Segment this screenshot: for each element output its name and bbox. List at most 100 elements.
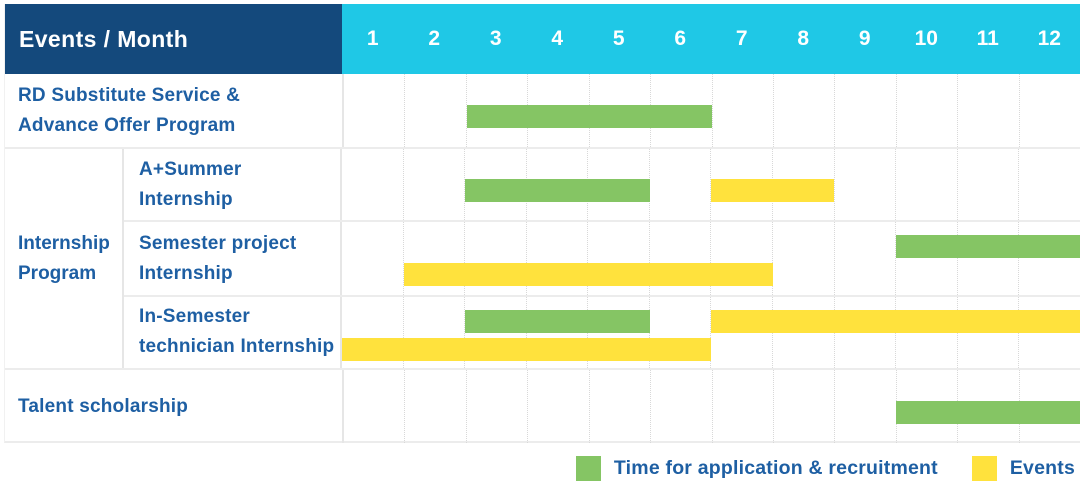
label-line: technician Internship [139,336,335,358]
row-timeline [342,370,1080,443]
header-title-cell: Events / Month [5,4,342,74]
month-cell [465,370,527,443]
gantt-bar-green-m10-m12 [895,235,1080,259]
month-cell [1018,222,1080,295]
month-cell [834,370,895,443]
month-header-strip: 1 2 3 4 5 6 7 8 9 10 11 12 [342,4,1080,74]
row-label: In-Semester technician Internship [124,297,340,368]
row-label: A+Summer Internship [124,149,340,220]
event-row: A+Summer Internship [124,149,1080,221]
label-line: Internship [139,262,233,284]
legend-item-green: Time for application & recruitment [575,456,938,481]
month-cell [710,296,772,369]
gantt-bar-green-m3-m5 [465,178,650,202]
label-line: In-Semester [139,306,250,328]
month-cell [1018,74,1080,147]
month-cell [344,74,404,147]
month-cell [402,222,465,295]
month-header-12: 12 [1037,27,1061,50]
month-cell [465,74,527,147]
gantt-bar-yellow-m7-m8 [711,178,834,202]
legend-item-yellow: Events [971,456,1075,481]
group-internship-program: Internship Program A+Summer Internship Semes… [5,147,1080,369]
row-timeline [340,149,1080,221]
month-cell [404,370,465,443]
month-cell [834,74,895,147]
month-header-8: 8 [797,27,810,50]
month-cell [648,149,711,221]
month-header-2: 2 [428,27,441,50]
month-cell [956,222,1019,295]
month-header-9: 9 [858,27,871,50]
table-header-row: Events / Month 1 2 3 4 5 6 7 8 9 10 11 12 [5,4,1080,74]
month-cell [1018,149,1080,221]
month-cell [956,149,1019,221]
gantt-bar-yellow-m1-m6 [342,337,711,361]
event-row: Talent scholarship [5,368,1080,443]
month-cell [402,149,465,221]
month-cell [895,149,957,221]
month-cell [650,370,711,443]
month-cell [588,370,650,443]
label-line: Internship [139,188,233,210]
month-cell [464,149,526,221]
label-line: A+Summer [139,158,242,180]
month-cell [404,74,465,147]
month-header-5: 5 [612,27,625,50]
month-cell [833,149,896,221]
legend-label: Time for application & recruitment [613,457,938,479]
label-line: RD Substitute Service & [18,84,241,106]
month-cell [525,222,588,295]
gantt-bar-yellow-m2-m7 [403,263,773,287]
month-cell [587,222,649,295]
month-cell [772,74,834,147]
month-cell [402,296,465,369]
label-line: Talent scholarship [18,395,189,417]
label-line: Semester project [139,232,297,254]
month-header-1: 1 [366,27,379,50]
group-subrows: A+Summer Internship Semester project Intern… [124,149,1080,369]
month-cell [710,149,772,221]
month-grid [342,222,1080,295]
row-timeline [340,222,1080,295]
month-cell [648,222,711,295]
legend-swatch-green [575,456,601,481]
legend: Time for application & recruitment Events [0,456,1075,481]
month-cell [710,222,772,295]
event-row: RD Substitute Service & Advance Offer Pro… [5,74,1080,147]
month-cell [344,370,404,443]
gantt-bar-yellow-m7-m12 [711,309,1080,333]
label-line: Internship [18,232,110,254]
month-cell [833,222,896,295]
month-cell [711,370,773,443]
month-header-6: 6 [674,27,687,50]
month-grid [344,74,1080,147]
month-cell [464,222,526,295]
month-header-4: 4 [551,27,564,50]
label-line: Advance Offer Program [18,114,236,136]
event-row: In-Semester technician Internship [124,294,1080,369]
gantt-bar-green-m3-m5 [465,309,650,333]
row-label: Talent scholarship [5,370,342,443]
events-month-table: Events / Month 1 2 3 4 5 6 7 8 9 10 11 12 RD Substi… [4,4,1080,443]
month-cell [527,370,588,443]
month-header-11: 11 [976,27,999,50]
month-cell [342,149,403,220]
legend-label: Events [1009,457,1075,479]
table-body: RD Substitute Service & Advance Offer Pro… [5,74,1080,443]
month-cell [895,222,957,295]
row-label: RD Substitute Service & Advance Offer Pro… [5,74,342,147]
month-header-7: 7 [735,27,748,50]
month-header-10: 10 [914,27,938,50]
row-timeline [340,296,1080,369]
row-label: Semester project Internship [124,222,340,294]
month-cell [342,222,403,294]
row-timeline [342,74,1080,147]
month-cell [772,222,834,295]
month-cell [711,74,773,147]
page-title: Events / Month [19,25,189,52]
gantt-bar-green-m10-m12 [896,400,1080,424]
month-header-3: 3 [489,27,502,50]
event-row: Semester project Internship [124,220,1080,295]
